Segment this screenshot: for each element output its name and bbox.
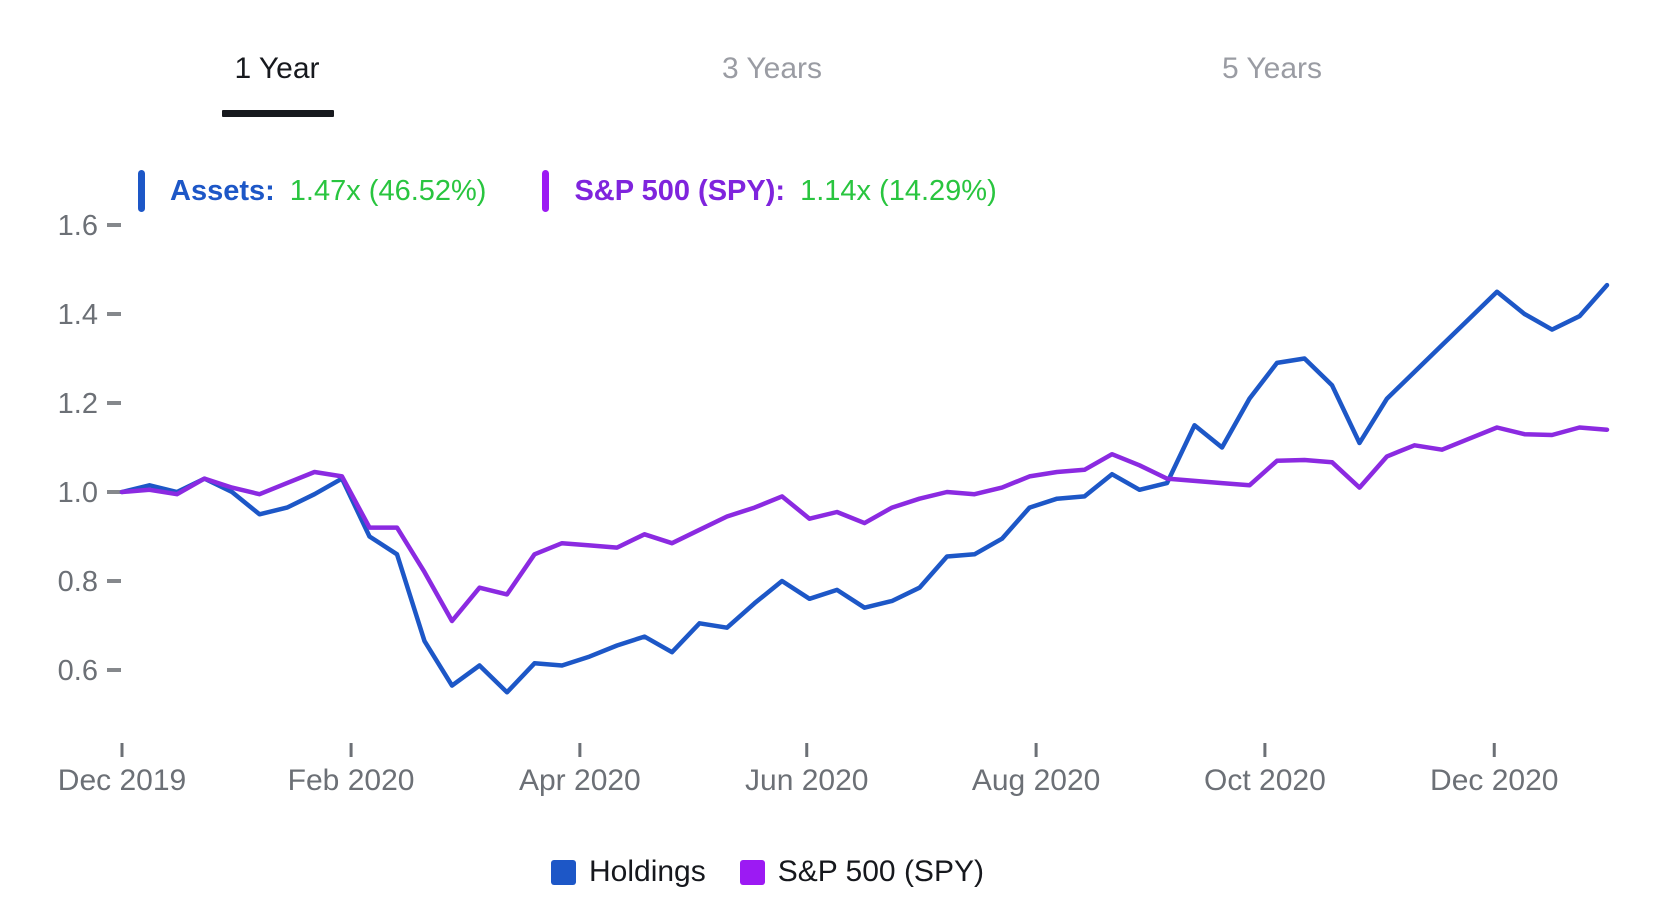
svg-text:1.2: 1.2 — [58, 388, 98, 420]
assets-stat-label: Assets: — [170, 174, 275, 207]
spy-stat-value: 1.14x (14.29%) — [800, 174, 997, 207]
active-tab-underline — [222, 110, 334, 117]
spy-accent-bar — [542, 170, 550, 212]
svg-text:0.6: 0.6 — [58, 655, 98, 687]
legend-item-holdings[interactable]: Holdings — [551, 855, 706, 889]
chart-legend: Holdings S&P 500 (SPY) — [551, 855, 984, 889]
svg-text:1.0: 1.0 — [58, 477, 98, 509]
svg-text:Feb 2020: Feb 2020 — [288, 764, 415, 797]
assets-stat-value: 1.47x (46.52%) — [289, 174, 487, 207]
svg-text:Dec 2020: Dec 2020 — [1430, 764, 1558, 797]
svg-text:Dec 2019: Dec 2019 — [58, 764, 186, 797]
legend-item-spy[interactable]: S&P 500 (SPY) — [739, 855, 984, 889]
svg-text:1.6: 1.6 — [58, 210, 98, 242]
svg-text:Oct 2020: Oct 2020 — [1204, 764, 1326, 797]
holdings-line — [119, 282, 1610, 695]
svg-text:Jun 2020: Jun 2020 — [745, 764, 868, 797]
spy-swatch-icon — [739, 859, 765, 885]
legend-label-spy: S&P 500 (SPY) — [777, 855, 984, 888]
stats-row: Assets: 1.47x (46.52%) S&P 500 (SPY): 1.… — [138, 170, 997, 212]
svg-text:Apr 2020: Apr 2020 — [519, 764, 641, 797]
assets-accent-bar — [138, 170, 145, 212]
legend-label-holdings: Holdings — [589, 855, 706, 888]
svg-text:1.4: 1.4 — [58, 299, 98, 331]
tab-3-years[interactable]: 3 Years — [721, 52, 823, 85]
tab-5-years[interactable]: 5 Years — [1221, 52, 1323, 85]
tab-1-year[interactable]: 1 Year — [234, 52, 320, 85]
spy-stat-label: S&P 500 (SPY): — [574, 174, 786, 207]
holdings-swatch-icon — [551, 859, 576, 885]
svg-text:Aug 2020: Aug 2020 — [972, 764, 1100, 797]
svg-text:0.8: 0.8 — [58, 566, 98, 598]
spy-line — [119, 425, 1610, 624]
